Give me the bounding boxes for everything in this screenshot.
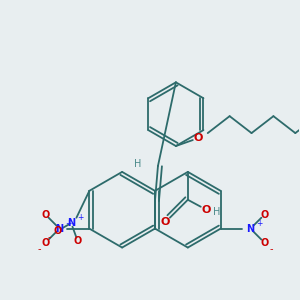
- Text: -: -: [38, 244, 41, 254]
- Text: N: N: [56, 224, 64, 234]
- Text: N: N: [68, 218, 76, 228]
- Text: O: O: [260, 238, 268, 248]
- Text: O: O: [53, 226, 62, 236]
- Text: -: -: [48, 232, 51, 242]
- Text: +: +: [256, 219, 262, 228]
- Text: O: O: [73, 236, 82, 246]
- Text: O: O: [41, 238, 50, 248]
- Text: O: O: [41, 210, 50, 220]
- Text: O: O: [260, 210, 268, 220]
- Text: +: +: [65, 219, 72, 228]
- Text: N: N: [246, 224, 254, 234]
- Text: O: O: [201, 205, 210, 215]
- Text: O: O: [160, 217, 170, 227]
- Text: H: H: [134, 159, 142, 169]
- Text: +: +: [77, 213, 84, 222]
- Text: H: H: [213, 207, 220, 217]
- Text: O: O: [193, 133, 203, 143]
- Text: -: -: [270, 244, 273, 254]
